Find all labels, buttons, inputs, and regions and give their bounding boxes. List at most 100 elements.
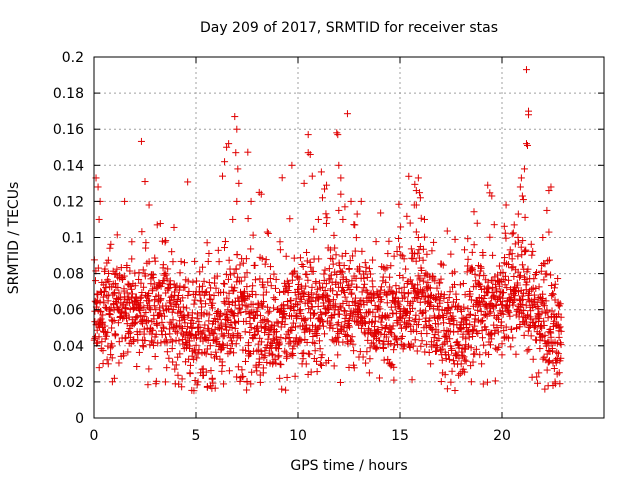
data-point (91, 334, 99, 342)
data-point (220, 244, 228, 252)
data-point (195, 283, 203, 291)
data-point (400, 255, 408, 263)
data-point (499, 310, 507, 318)
data-point (534, 379, 542, 387)
data-point (219, 172, 227, 180)
data-point (280, 310, 288, 318)
data-point (244, 148, 252, 156)
data-point (184, 291, 192, 299)
data-point (297, 336, 305, 344)
data-point (415, 315, 423, 323)
data-point (340, 307, 348, 315)
data-point (175, 292, 183, 300)
data-point (464, 262, 472, 270)
data-point (105, 269, 113, 277)
data-point (466, 321, 474, 329)
data-point (250, 308, 258, 316)
data-point (291, 372, 299, 380)
data-point (389, 289, 397, 297)
data-point (351, 221, 359, 229)
data-point (429, 273, 437, 281)
data-point (259, 302, 267, 310)
data-point (505, 251, 513, 259)
data-point (179, 294, 187, 302)
data-point (240, 287, 248, 295)
data-point (547, 271, 555, 279)
data-point (520, 307, 528, 315)
data-point (422, 269, 430, 277)
data-point (303, 324, 311, 332)
data-point (149, 341, 157, 349)
data-point (167, 320, 175, 328)
data-point (376, 337, 384, 345)
data-point (329, 260, 337, 268)
data-point (103, 276, 111, 284)
data-point (428, 325, 436, 333)
data-point (184, 178, 192, 186)
data-point (302, 282, 310, 290)
data-point (330, 362, 338, 370)
data-point (544, 257, 552, 265)
data-point (383, 299, 391, 307)
data-point (160, 324, 168, 332)
data-point (451, 235, 459, 243)
data-point (436, 279, 444, 287)
data-point (478, 334, 486, 342)
data-point (479, 251, 487, 259)
data-point (139, 266, 147, 274)
data-point (280, 310, 288, 318)
data-point (185, 311, 193, 319)
data-point (277, 334, 285, 342)
data-point (297, 309, 305, 317)
data-point (440, 313, 448, 321)
data-point (518, 261, 526, 269)
data-point (434, 328, 442, 336)
data-point (334, 131, 342, 139)
data-point (535, 369, 543, 377)
data-point (423, 330, 431, 338)
data-point (444, 351, 452, 359)
data-point (288, 276, 296, 284)
axis-ticks (93, 56, 604, 419)
data-point (293, 312, 301, 320)
data-point (377, 318, 385, 326)
data-point (471, 350, 479, 358)
data-point (402, 324, 410, 332)
data-point (470, 241, 478, 249)
data-point (249, 335, 257, 343)
data-point (508, 325, 516, 333)
data-point (311, 339, 319, 347)
data-point (234, 363, 242, 371)
data-point (108, 354, 116, 362)
data-point (211, 314, 219, 322)
data-point (225, 256, 233, 264)
data-point (215, 258, 223, 266)
data-point (433, 347, 441, 355)
data-point (115, 289, 123, 297)
data-point (193, 354, 201, 362)
data-point (206, 342, 214, 350)
data-point (225, 289, 233, 297)
data-point (207, 351, 215, 359)
data-point (114, 319, 122, 327)
data-point (139, 316, 147, 324)
data-point (416, 194, 424, 202)
data-point (145, 201, 153, 209)
data-point (409, 342, 417, 350)
data-point (345, 363, 353, 371)
data-point (455, 342, 463, 350)
data-point (332, 334, 340, 342)
data-point (140, 283, 148, 291)
data-point (259, 291, 267, 299)
data-point (304, 276, 312, 284)
data-point (152, 306, 160, 314)
data-point (247, 323, 255, 331)
data-point (361, 259, 369, 267)
data-point (201, 289, 209, 297)
data-point (194, 378, 202, 386)
data-point (264, 309, 272, 317)
data-point (457, 325, 465, 333)
data-point (555, 369, 563, 377)
data-point (438, 345, 446, 353)
data-point (227, 337, 235, 345)
